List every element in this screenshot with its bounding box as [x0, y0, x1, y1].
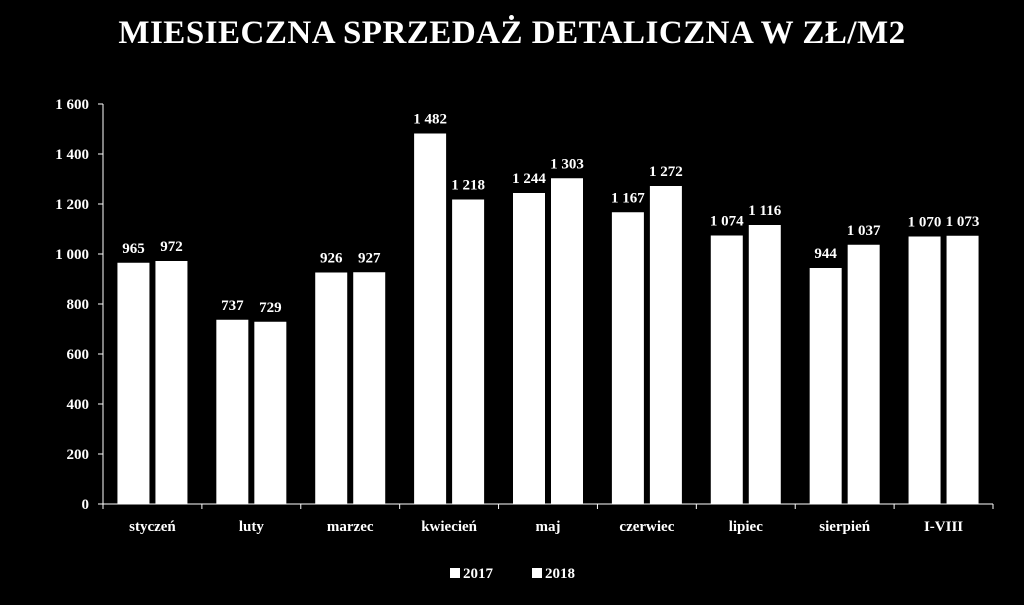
bar-2018-marzec — [353, 272, 386, 504]
legend-swatch-2018 — [532, 568, 542, 578]
bar-2017-maj — [513, 193, 545, 504]
y-tick-label: 600 — [67, 347, 90, 363]
data-label: 1 167 — [611, 190, 645, 206]
bars — [117, 133, 979, 504]
data-label: 1 303 — [550, 156, 584, 172]
y-tick-label: 1 200 — [55, 197, 89, 213]
legend-swatch-2017 — [450, 568, 460, 578]
x-axis: styczeń luty marzec kwiecień maj czerwiec lipi… — [102, 503, 994, 535]
x-category-label: marzec — [327, 519, 374, 535]
bar-2018-kwiecień — [452, 199, 485, 504]
legend-label-2018: 2018 — [545, 566, 575, 582]
x-category-label: luty — [239, 519, 265, 535]
data-label: 972 — [160, 239, 183, 255]
data-label: 1 037 — [847, 223, 881, 239]
y-tick-label: 800 — [67, 297, 90, 313]
y-tick-label: 1 400 — [55, 147, 89, 163]
y-tick-label: 0 — [82, 497, 90, 513]
data-label: 1 244 — [512, 171, 546, 187]
chart-title: MIESIECZNA SPRZEDAŻ DETALICZNA W ZŁ/M2 — [118, 15, 906, 51]
data-label: 944 — [814, 246, 837, 262]
data-label: 737 — [221, 298, 244, 314]
x-category-label: styczeń — [129, 519, 176, 535]
data-label: 1 116 — [748, 203, 781, 219]
bar-2017-czerwiec — [611, 212, 644, 504]
bar-2018-sierpień — [847, 244, 880, 504]
bar-2017-luty — [216, 319, 249, 504]
y-axis: 0 200 400 600 800 1 000 1 200 1 400 1 600 — [55, 97, 104, 513]
data-label: 965 — [122, 241, 145, 257]
bar-2018-I-VIII — [946, 235, 979, 504]
y-tick-label: 1 000 — [55, 247, 89, 263]
data-label: 729 — [259, 300, 282, 316]
x-category-label: lipiec — [729, 519, 764, 535]
data-label: 1 070 — [908, 215, 942, 231]
data-label: 926 — [320, 251, 343, 267]
data-label: 1 073 — [946, 214, 980, 230]
bar-2017-I-VIII — [908, 236, 941, 504]
bar-2018-lipiec — [748, 225, 781, 504]
x-category-label: maj — [536, 519, 561, 535]
bar-2018-luty — [254, 321, 287, 504]
bar-2018-styczeń — [155, 261, 188, 504]
data-label: 1 482 — [413, 112, 447, 128]
x-category-label: I-VIII — [924, 519, 963, 535]
bar-2017-lipiec — [710, 235, 743, 504]
data-label: 1 272 — [649, 164, 683, 180]
x-category-label: sierpień — [819, 519, 870, 535]
data-label: 927 — [358, 250, 381, 266]
bar-2018-maj — [551, 178, 583, 504]
data-label: 1 218 — [451, 178, 485, 194]
legend: 2017 2018 — [450, 566, 575, 582]
bar-2017-styczeń — [117, 262, 150, 504]
x-category-label: czerwiec — [619, 519, 674, 535]
x-category-label: kwiecień — [421, 519, 477, 535]
y-tick-label: 1 600 — [55, 97, 89, 113]
y-tick-label: 400 — [67, 397, 90, 413]
y-tick-label: 200 — [67, 447, 90, 463]
bar-2018-czerwiec — [649, 186, 682, 504]
bar-2017-kwiecień — [414, 133, 447, 504]
bar-2017-sierpień — [809, 268, 842, 504]
data-label: 1 074 — [710, 214, 744, 230]
bar-2017-marzec — [315, 272, 348, 504]
legend-label-2017: 2017 — [463, 566, 494, 582]
